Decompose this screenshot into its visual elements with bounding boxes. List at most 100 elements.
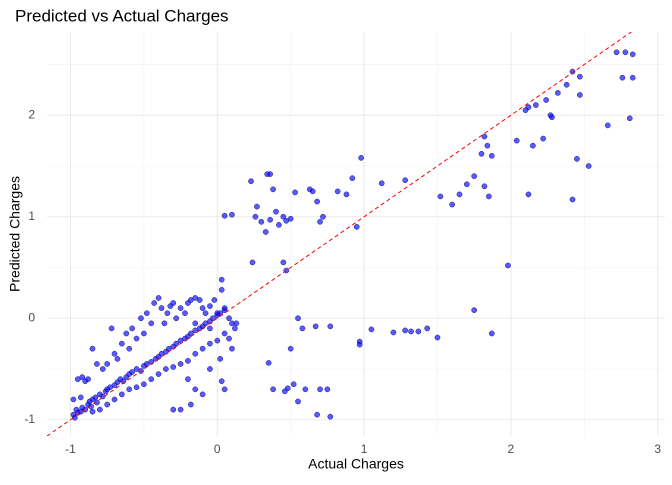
point	[254, 203, 260, 210]
point	[613, 49, 620, 56]
y-axis-title: Predicted Charges	[7, 176, 23, 292]
x-tick-label: 2	[508, 442, 515, 456]
point	[108, 325, 115, 332]
point	[199, 391, 206, 398]
point	[525, 191, 532, 198]
point	[481, 133, 488, 140]
point	[207, 340, 213, 347]
point	[530, 142, 536, 149]
point	[378, 180, 385, 187]
point	[585, 163, 592, 169]
point	[349, 175, 356, 182]
point	[522, 107, 529, 114]
x-tick-label: -1	[65, 442, 76, 456]
x-tick-label: 0	[214, 442, 221, 456]
point	[302, 386, 309, 393]
point	[488, 152, 495, 159]
point	[262, 229, 269, 235]
point	[155, 371, 162, 377]
point	[185, 358, 191, 364]
point	[218, 286, 225, 293]
point	[577, 73, 583, 80]
point	[188, 401, 194, 408]
point	[177, 361, 184, 367]
point	[199, 305, 206, 311]
point	[324, 386, 331, 393]
point	[214, 310, 221, 317]
point	[356, 341, 363, 348]
point	[182, 310, 188, 317]
point	[229, 345, 235, 352]
point	[141, 330, 147, 337]
point	[89, 408, 96, 415]
point	[488, 330, 495, 337]
point	[158, 305, 165, 311]
point	[577, 92, 583, 98]
x-tick-label: 1	[361, 442, 368, 456]
point	[343, 191, 350, 198]
point	[248, 178, 254, 185]
point	[94, 361, 100, 367]
point	[273, 208, 279, 215]
point	[267, 216, 273, 223]
point	[317, 218, 323, 225]
point	[314, 411, 320, 418]
y-tick-label: 0	[28, 310, 35, 324]
point	[264, 171, 271, 177]
point	[138, 315, 144, 322]
point	[173, 315, 180, 322]
point	[214, 337, 221, 344]
point	[88, 403, 94, 410]
point	[218, 276, 225, 283]
point	[270, 186, 276, 193]
point	[569, 68, 576, 75]
point	[334, 188, 341, 195]
point	[207, 325, 213, 332]
point	[99, 366, 106, 372]
point	[402, 327, 409, 334]
point	[129, 325, 135, 332]
point	[199, 345, 206, 352]
point	[210, 315, 216, 322]
point	[358, 155, 364, 161]
point	[111, 350, 118, 357]
point	[221, 212, 228, 219]
point	[320, 213, 326, 220]
y-tick-label: -1	[24, 412, 35, 426]
point	[549, 114, 555, 121]
point	[327, 323, 334, 330]
point	[287, 345, 294, 352]
point	[85, 376, 91, 383]
point	[233, 320, 240, 327]
point	[221, 330, 228, 337]
point	[353, 224, 360, 230]
point	[170, 364, 177, 370]
point	[141, 381, 147, 388]
point	[481, 183, 488, 190]
point	[292, 189, 298, 196]
point	[368, 326, 375, 333]
x-tick-label: 3	[654, 442, 661, 456]
point	[265, 360, 272, 366]
point	[133, 384, 140, 391]
point	[151, 300, 158, 306]
point	[104, 401, 111, 408]
point	[229, 211, 235, 218]
point	[163, 366, 169, 372]
point	[276, 222, 282, 228]
point	[111, 396, 118, 403]
point	[513, 137, 520, 144]
point	[170, 300, 177, 306]
point	[192, 386, 199, 393]
point	[155, 295, 162, 301]
x-axis-title: Actual Charges	[308, 456, 404, 472]
point	[177, 406, 184, 413]
point	[196, 297, 203, 303]
point	[104, 361, 111, 367]
point	[173, 340, 180, 347]
point	[217, 356, 224, 362]
y-tick-label: 2	[28, 107, 35, 121]
point	[478, 150, 485, 157]
point	[604, 122, 611, 129]
